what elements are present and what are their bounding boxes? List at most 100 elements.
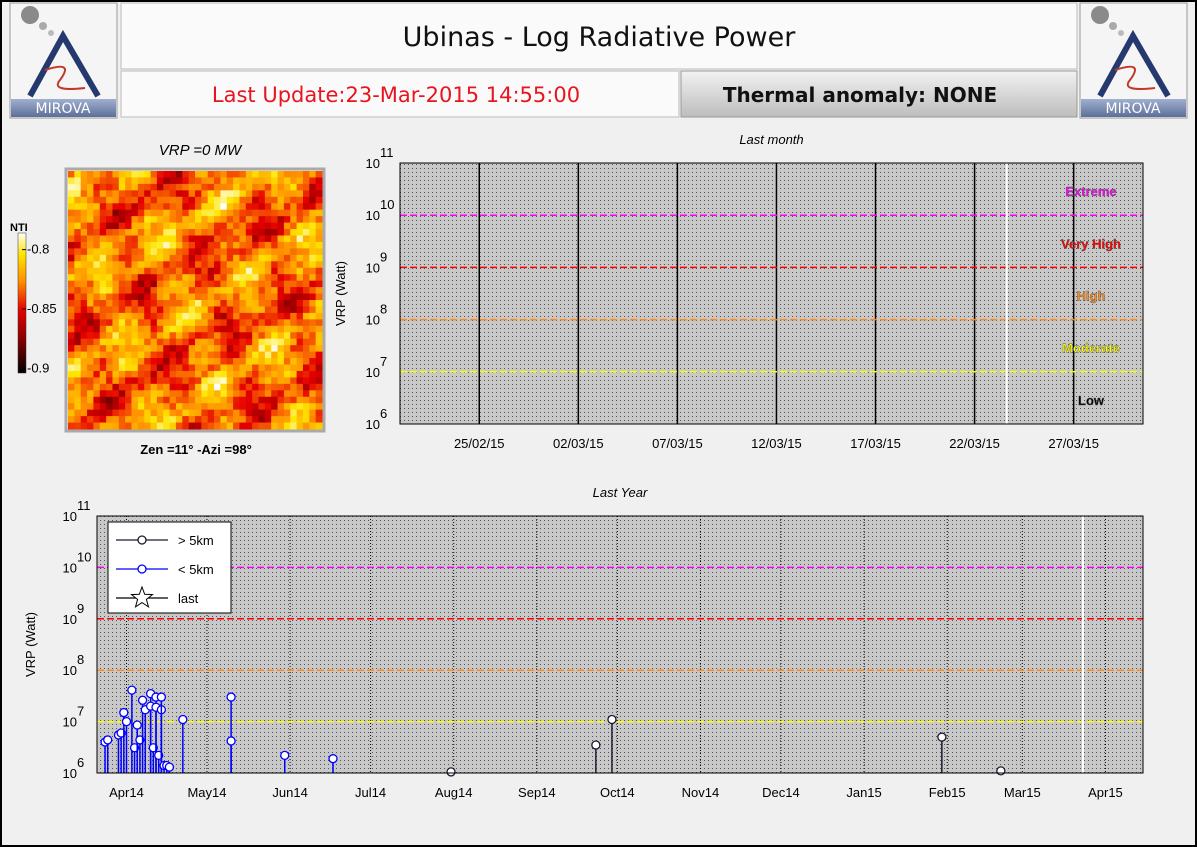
heatmap-cell — [68, 422, 75, 430]
heatmap-cell — [163, 203, 171, 211]
heatmap-cell — [68, 332, 75, 340]
heatmap-cell — [182, 171, 190, 178]
heatmap-cell — [277, 190, 285, 198]
heatmap-cell — [201, 190, 209, 198]
heatmap-cell — [150, 229, 158, 236]
heatmap-cell — [245, 345, 253, 353]
heatmap-cell — [239, 203, 247, 211]
heatmap-cell — [271, 293, 279, 301]
heatmap-cell — [163, 267, 171, 275]
heatmap-cell — [233, 209, 240, 217]
heatmap-cell — [296, 370, 304, 378]
heatmap-cell — [137, 261, 145, 269]
heatmap-cell — [239, 396, 247, 404]
heatmap-cell — [106, 235, 113, 243]
heatmap-cell — [264, 280, 272, 288]
heatmap-cell — [112, 280, 120, 288]
heatmap-cell — [106, 280, 113, 288]
chart-title: Last month — [739, 132, 803, 147]
heatmap-cell — [315, 338, 323, 346]
heatmap-cell — [258, 422, 266, 430]
heatmap-cell — [277, 203, 285, 211]
heatmap-cell — [252, 241, 259, 249]
heatmap-cell — [309, 171, 317, 178]
heatmap-cell — [118, 177, 126, 185]
heatmap-cell — [290, 293, 298, 301]
point — [178, 714, 188, 725]
heatmap-cell — [188, 203, 196, 211]
heatmap-cell — [233, 325, 240, 333]
heatmap-cell — [239, 183, 247, 191]
heatmap-cell — [112, 229, 120, 236]
heatmap-cell — [68, 312, 75, 320]
heatmap-cell — [309, 370, 317, 378]
heatmap-cell — [131, 338, 139, 346]
heatmap-cell — [93, 396, 101, 404]
heatmap-cell — [163, 422, 171, 430]
heatmap-cell — [264, 422, 272, 430]
heatmap-cell — [290, 222, 298, 230]
heatmap-cell — [277, 390, 285, 398]
x-tick-label: Feb15 — [929, 785, 966, 800]
heatmap-cell — [74, 416, 82, 424]
heatmap-cell — [137, 338, 145, 346]
heatmap-cell — [290, 216, 298, 224]
heatmap-cell — [87, 370, 94, 378]
point — [607, 714, 617, 725]
heatmap-cell — [150, 274, 158, 282]
heatmap-cell — [163, 325, 171, 333]
heatmap-cell — [156, 345, 164, 353]
heatmap-cell — [118, 325, 126, 333]
heatmap-cell — [74, 280, 82, 288]
heatmap-cell — [156, 222, 164, 230]
heatmap-cell — [290, 274, 298, 282]
heatmap-cell — [271, 332, 279, 340]
heatmap-cell — [188, 416, 196, 424]
heatmap-cell — [296, 422, 304, 430]
heatmap-cell — [252, 177, 259, 185]
heatmap-cell — [68, 409, 75, 417]
heatmap-cell — [302, 229, 310, 236]
heatmap-cell — [315, 403, 323, 411]
heatmap-cell — [175, 209, 183, 217]
y-axis-label: VRP (Watt) — [23, 612, 38, 677]
heatmap-cell — [277, 416, 285, 424]
heatmap-cell — [290, 190, 298, 198]
heatmap-cell — [220, 319, 228, 327]
heatmap-cell — [239, 216, 247, 224]
heatmap-cell — [125, 241, 132, 249]
heatmap-cell — [226, 241, 234, 249]
heatmap-cell — [150, 422, 158, 430]
logo-text: MIROVA — [36, 101, 91, 117]
heatmap-cell — [125, 351, 132, 359]
heatmap-cell — [144, 261, 152, 269]
heatmap-cell — [258, 209, 266, 217]
heatmap-cell — [175, 312, 183, 320]
heatmap-cell — [80, 338, 88, 346]
heatmap-cell — [271, 209, 279, 217]
heatmap-cell — [264, 338, 272, 346]
heatmap-cell — [277, 222, 285, 230]
heatmap-cell — [302, 306, 310, 314]
heatmap-cell — [214, 254, 221, 262]
heatmap-cell — [87, 332, 94, 340]
heatmap-cell — [264, 222, 272, 230]
heatmap-cell — [245, 312, 253, 320]
heatmap-cell — [309, 332, 317, 340]
heatmap-cell — [309, 403, 317, 411]
heatmap-cell — [296, 332, 304, 340]
heatmap-cell — [106, 306, 113, 314]
heatmap-cell — [106, 171, 113, 178]
heatmap-cell — [99, 416, 107, 424]
heatmap-cell — [68, 364, 75, 372]
heatmap-cell — [252, 267, 259, 275]
heatmap-cell — [137, 403, 145, 411]
y-tick-label: 10 — [366, 156, 380, 171]
heatmap-cell — [264, 364, 272, 372]
heatmap-cell — [106, 222, 113, 230]
heatmap-cell — [68, 293, 75, 301]
page-title: Ubinas - Log Radiative Power — [403, 22, 797, 53]
colorbar-tick-label: -0.8 — [27, 242, 49, 257]
heatmap-cell — [87, 235, 94, 243]
